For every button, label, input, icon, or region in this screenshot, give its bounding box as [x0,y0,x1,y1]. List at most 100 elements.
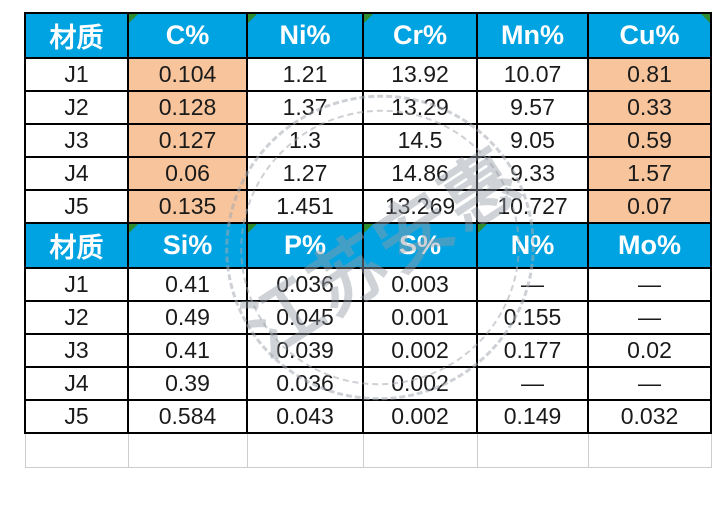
value-cell: — [587,267,712,302]
value-cell: 0.155 [476,300,589,335]
material-cell: J2 [24,90,129,125]
header-p-percent: P% [246,222,364,269]
header-label: Cr% [392,20,447,50]
value-cell: 0.41 [127,267,248,302]
header-label: C% [165,20,210,50]
header-si-percent: Si% [127,222,248,269]
value-cell: 1.27 [246,156,364,191]
value-cell: 0.06 [127,156,248,191]
empty-cell [476,432,589,468]
comment-triangle-icon [365,225,373,233]
value-cell: 0.41 [127,333,248,368]
value-cell: 0.33 [587,90,712,125]
value-cell: 13.269 [362,189,478,224]
value-cell: 13.92 [362,57,478,92]
table-row: J5 0.135 1.451 13.269 10.727 0.07 [24,189,712,224]
value-cell: 1.451 [246,189,364,224]
table-row: J3 0.127 1.3 14.5 9.05 0.59 [24,123,712,158]
header-cu-percent: Cu% [587,12,712,59]
header-mo-percent: Mo% [587,222,712,269]
table-header-row-2: 材质 Si% P% S% N% Mo% [24,222,712,269]
header-c-percent: C% [127,12,248,59]
material-cell: J4 [24,156,129,191]
value-cell: 10.727 [476,189,589,224]
table-row: J3 0.41 0.039 0.002 0.177 0.02 [24,333,712,368]
value-cell: 0.07 [587,189,712,224]
value-cell: 0.002 [362,399,478,434]
table-row: J1 0.104 1.21 13.92 10.07 0.81 [24,57,712,92]
value-cell: 0.81 [587,57,712,92]
comment-triangle-icon [365,15,373,23]
value-cell: 9.33 [476,156,589,191]
value-cell: 0.002 [362,333,478,368]
material-cell: J5 [24,189,129,224]
value-cell: 9.05 [476,123,589,158]
value-cell: 14.86 [362,156,478,191]
comment-triangle-icon [701,15,709,23]
material-cell: J2 [24,300,129,335]
empty-row [24,432,712,468]
material-cell: J1 [24,57,129,92]
header-cr-percent: Cr% [362,12,478,59]
header-label: Mo% [618,230,681,260]
value-cell: 10.07 [476,57,589,92]
value-cell: — [587,366,712,401]
material-cell: J3 [24,333,129,368]
value-cell: 0.043 [246,399,364,434]
comment-triangle-icon [249,15,257,23]
value-cell: — [587,300,712,335]
header-n-percent: N% [476,222,589,269]
table-row: J2 0.49 0.045 0.001 0.155 — [24,300,712,335]
value-cell: 0.003 [362,267,478,302]
value-cell: 13.29 [362,90,478,125]
value-cell: 0.149 [476,399,589,434]
value-cell: 0.39 [127,366,248,401]
material-cell: J4 [24,366,129,401]
comment-triangle-icon [130,15,138,23]
value-cell: 1.37 [246,90,364,125]
header-label: S% [398,230,442,260]
value-cell: 1.3 [246,123,364,158]
value-cell: 0.177 [476,333,589,368]
material-cell: J3 [24,123,129,158]
value-cell: 0.59 [587,123,712,158]
value-cell: 1.21 [246,57,364,92]
header-label: Si% [162,230,213,260]
header-material: 材质 [24,222,129,269]
value-cell: 0.135 [127,189,248,224]
comment-triangle-icon [249,225,257,233]
table-row: J2 0.128 1.37 13.29 9.57 0.33 [24,90,712,125]
value-cell: 0.045 [246,300,364,335]
table-row: J1 0.41 0.036 0.003 — — [24,267,712,302]
empty-cell [362,432,478,468]
header-label: P% [283,230,327,260]
empty-cell [127,432,248,468]
header-label: Cu% [619,20,680,50]
value-cell: 1.57 [587,156,712,191]
material-cell: J1 [24,267,129,302]
header-mn-percent: Mn% [476,12,589,59]
comment-triangle-icon [479,225,487,233]
value-cell: 0.104 [127,57,248,92]
value-cell: 14.5 [362,123,478,158]
value-cell: — [476,366,589,401]
value-cell: 9.57 [476,90,589,125]
value-cell: 0.02 [587,333,712,368]
table-header-row-1: 材质 C% Ni% Cr% Mn% Cu% [24,12,712,59]
composition-table: 材质 C% Ni% Cr% Mn% Cu% J1 0.104 1.21 13.9… [24,12,712,468]
value-cell: 0.039 [246,333,364,368]
table-row: J5 0.584 0.043 0.002 0.149 0.032 [24,399,712,434]
empty-cell [587,432,712,468]
header-label: Mn% [501,20,564,50]
value-cell: 0.036 [246,267,364,302]
value-cell: 0.584 [127,399,248,434]
header-ni-percent: Ni% [246,12,364,59]
value-cell: 0.128 [127,90,248,125]
empty-cell [24,432,129,468]
header-material: 材质 [24,12,129,59]
comment-triangle-icon [130,225,138,233]
value-cell: 0.001 [362,300,478,335]
empty-cell [246,432,364,468]
table-row: J4 0.39 0.036 0.002 — — [24,366,712,401]
value-cell: 0.002 [362,366,478,401]
